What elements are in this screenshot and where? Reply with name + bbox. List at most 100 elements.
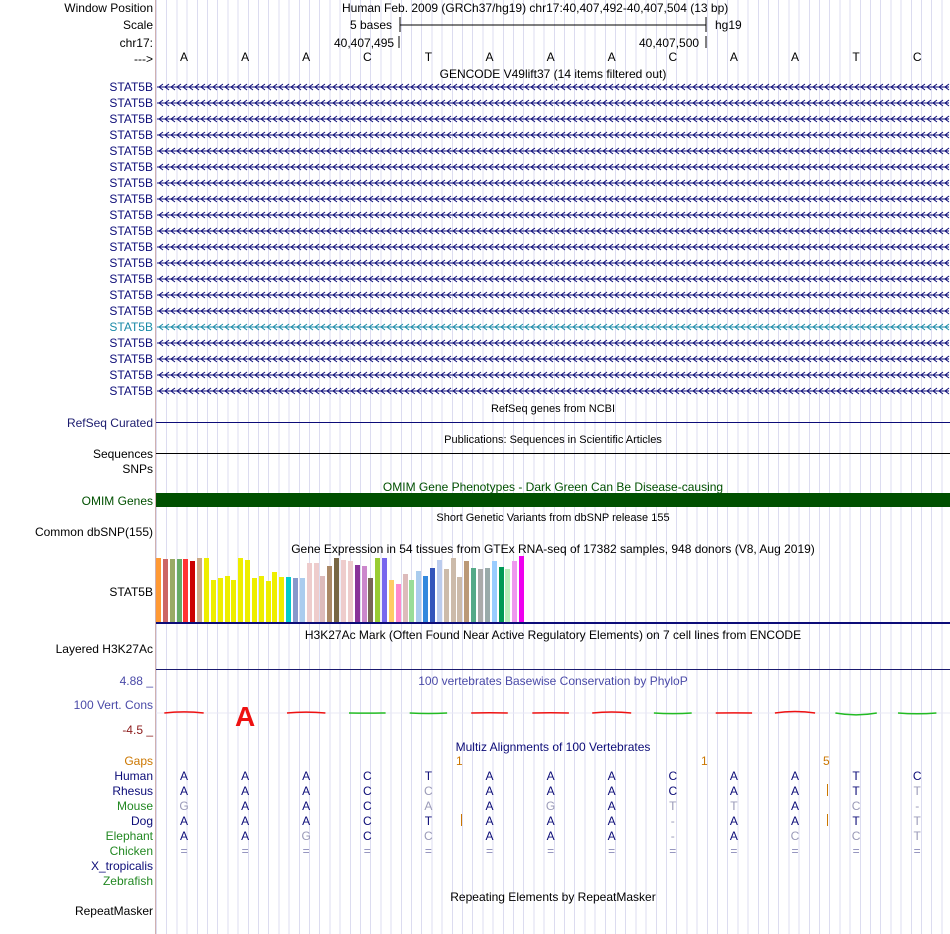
gencode-transcript-label[interactable]: STAT5B [109,384,153,398]
gencode-transcript-line[interactable] [157,208,950,222]
gencode-transcript-label[interactable]: STAT5B [109,112,153,126]
gencode-transcript-line[interactable] [157,96,950,110]
gencode-transcript-label[interactable]: STAT5B [109,288,153,302]
gencode-track-title[interactable]: GENCODE V49lift37 (14 items filtered out… [439,67,667,81]
h3k27ac-track-label[interactable]: Layered H3K27Ac [55,642,153,656]
gtex-tissue-bar[interactable] [388,580,394,622]
gencode-transcript-line[interactable] [157,320,950,334]
gtex-tissue-bar[interactable] [245,560,251,622]
multiz-species-label[interactable]: Human [114,769,153,783]
omim-gene-bar[interactable] [156,493,950,507]
gencode-transcript-line[interactable] [157,288,950,302]
gtex-tissue-bar[interactable] [491,561,497,622]
publications-track-label[interactable]: Sequences [92,447,153,461]
publications-track-title[interactable]: Publications: Sequences in Scientific Ar… [444,434,662,446]
gtex-tissue-bar[interactable] [409,580,415,622]
gencode-transcript-label[interactable]: STAT5B [109,144,153,158]
dbsnp-track-title[interactable]: Short Genetic Variants from dbSNP releas… [436,512,670,524]
gtex-tissue-bar[interactable] [238,558,244,622]
gtex-tissue-bar[interactable] [477,569,483,622]
refseq-gene-line[interactable] [156,422,950,423]
phylop-chart[interactable]: A [156,688,950,736]
gtex-tissue-bar[interactable] [313,563,319,622]
gtex-tissue-bar[interactable] [395,584,401,622]
gencode-transcript-line[interactable] [157,272,950,286]
gtex-tissue-bar[interactable] [169,559,175,622]
gtex-tissue-bar[interactable] [443,569,449,622]
gencode-transcript-label[interactable]: STAT5B [109,80,153,94]
gtex-tissue-bar[interactable] [457,577,463,622]
refseq-track-title[interactable]: RefSeq genes from NCBI [490,403,616,415]
gencode-transcript-label[interactable]: STAT5B [109,336,153,350]
gencode-transcript-line[interactable] [157,192,950,206]
gtex-tissue-bar[interactable] [217,578,223,622]
phylop-track-title[interactable]: 100 vertebrates Basewise Conservation by… [418,674,688,688]
gtex-track-label[interactable]: STAT5B [109,585,153,599]
gtex-tissue-bar[interactable] [484,568,490,622]
repeatmasker-track-label[interactable]: RepeatMasker [74,904,153,918]
gencode-transcript-label[interactable]: STAT5B [109,176,153,190]
gencode-transcript-label[interactable]: STAT5B [109,96,153,110]
gtex-tissue-bar[interactable] [334,558,340,622]
gencode-transcript-line[interactable] [157,336,950,350]
gtex-tissue-bar[interactable] [498,567,504,622]
gencode-transcript-label[interactable]: STAT5B [109,192,153,206]
gtex-tissue-bar[interactable] [162,559,168,622]
gencode-transcript-label[interactable]: STAT5B [109,272,153,286]
gtex-tissue-bar[interactable] [190,561,196,622]
multiz-species-label[interactable]: X_tropicalis [90,859,153,873]
gencode-transcript-line[interactable] [157,384,950,398]
gencode-transcript-label[interactable]: STAT5B [109,208,153,222]
publications-line[interactable] [156,453,950,454]
gtex-tissue-bar[interactable] [156,558,161,622]
gencode-transcript-label[interactable]: STAT5B [109,160,153,174]
gencode-transcript-label[interactable]: STAT5B [109,368,153,382]
gencode-transcript-line[interactable] [157,80,950,94]
gtex-tissue-bar[interactable] [340,560,346,622]
h3k27ac-track-title[interactable]: H3K27Ac Mark (Often Found Near Active Re… [304,628,802,642]
gtex-tissue-bar[interactable] [299,578,305,622]
refseq-track-label[interactable]: RefSeq Curated [66,416,153,430]
gencode-transcript-line[interactable] [157,304,950,318]
gtex-tissue-bar[interactable] [320,576,326,622]
gencode-transcript-line[interactable] [157,144,950,158]
gtex-tissue-bar[interactable] [519,556,525,622]
gencode-transcript-line[interactable] [157,176,950,190]
gencode-transcript-label[interactable]: STAT5B [109,320,153,334]
gtex-tissue-bar[interactable] [272,572,278,622]
gtex-tissue-bar[interactable] [368,578,374,622]
gencode-transcript-line[interactable] [157,224,950,238]
gtex-tissue-bar[interactable] [361,566,367,622]
omim-track-title[interactable]: OMIM Gene Phenotypes - Dark Green Can Be… [382,480,724,494]
gencode-transcript-label[interactable]: STAT5B [109,128,153,142]
gtex-tissue-bar[interactable] [382,558,388,622]
multiz-track-title[interactable]: Multiz Alignments of 100 Vertebrates [455,740,651,754]
gtex-tissue-bar[interactable] [430,568,435,622]
gtex-tissue-bar[interactable] [354,565,360,622]
multiz-species-label[interactable]: Mouse [116,799,153,813]
multiz-species-label[interactable]: Chicken [109,844,153,858]
gtex-tissue-bar[interactable] [293,578,298,622]
gtex-tissue-bar[interactable] [416,571,422,622]
gencode-transcript-line[interactable] [157,160,950,174]
gtex-tissue-bar[interactable] [258,576,264,622]
multiz-species-label[interactable]: Zebrafish [102,874,153,888]
gtex-bar-chart[interactable] [156,556,950,622]
multiz-species-label[interactable]: Gaps [124,754,153,768]
gtex-track-title[interactable]: Gene Expression in 54 tissues from GTEx … [291,542,815,556]
gencode-transcript-line[interactable] [157,240,950,254]
multiz-species-label[interactable]: Elephant [105,829,153,843]
gtex-tissue-bar[interactable] [512,561,518,622]
gtex-tissue-bar[interactable] [210,580,216,622]
gencode-transcript-line[interactable] [157,368,950,382]
omim-track-label[interactable]: OMIM Genes [81,494,153,508]
gencode-transcript-line[interactable] [157,352,950,366]
gtex-tissue-bar[interactable] [286,577,292,622]
gencode-transcript-label[interactable]: STAT5B [109,352,153,366]
multiz-species-label[interactable]: Rhesus [112,784,153,798]
gtex-tissue-bar[interactable] [176,559,182,622]
gtex-tissue-bar[interactable] [450,558,456,622]
gencode-transcript-label[interactable]: STAT5B [109,256,153,270]
gtex-tissue-bar[interactable] [436,560,442,622]
gtex-tissue-bar[interactable] [224,576,230,622]
